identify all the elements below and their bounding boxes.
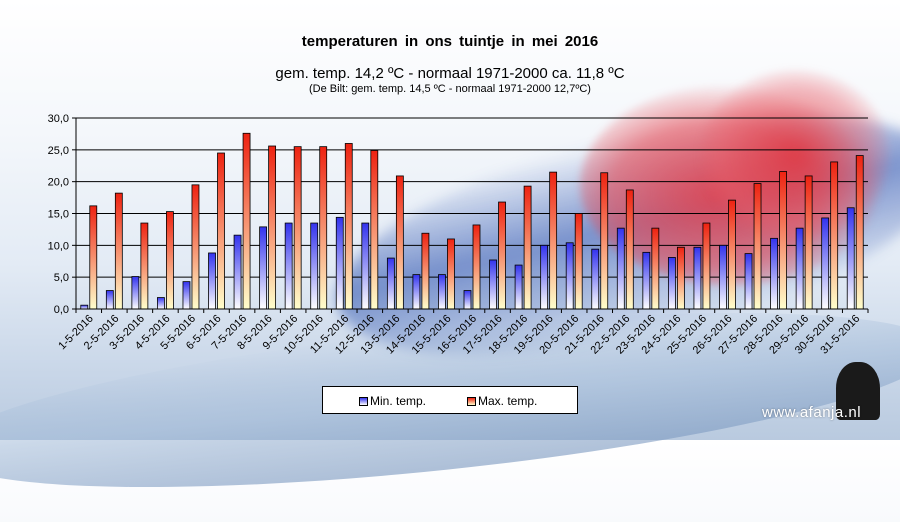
bar-min-temp [284,222,293,310]
temperature-bar-chart: 0,05,010,015,020,025,030,01-5-20162-5-20… [48,113,869,357]
bar-min-temp [795,227,804,310]
bar-max-temp [549,171,558,310]
bar-min-temp [770,237,778,310]
bar-min-temp [131,276,140,310]
chart-legend: Min. temp. Max. temp. [322,386,578,414]
bar-min-temp [182,281,191,310]
y-tick-label: 0,0 [54,304,69,316]
bar-min-temp [310,222,319,310]
legend-swatch-min [359,396,368,406]
bar-min-temp [208,252,216,310]
bar-max-temp [753,183,762,310]
bar-min-temp [514,264,523,310]
bar-max-temp [242,132,251,310]
bar-min-temp [233,234,242,310]
bar-max-temp [293,146,302,310]
bar-max-temp [319,146,328,310]
chart-title: temperaturen in ons tuintje in mei 2016 [301,33,599,50]
bar-min-temp [591,248,600,310]
bar-max-temp [600,172,609,310]
bar-max-temp [191,184,200,310]
bar-max-temp [217,152,225,310]
bar-min-temp [693,246,702,310]
legend-swatch-max [467,396,476,406]
y-tick-label: 25,0 [48,145,69,157]
bar-max-temp [89,205,98,310]
bar-min-temp [386,257,395,310]
bar-max-temp [447,238,455,310]
bar-max-temp [830,161,839,310]
bar-max-temp [574,213,583,310]
bar-min-temp [616,227,625,310]
legend-label-max: Max. temp. [478,394,538,408]
bar-max-temp [472,224,481,310]
y-tick-label: 30,0 [48,113,69,125]
chart-subtitle-debilt: (De Bilt: gem. temp. 14,5 ºC - normaal 1… [309,83,591,95]
bar-min-temp [489,259,497,310]
bar-max-temp [114,192,123,310]
bar-max-temp [498,201,506,310]
legend-item-min: Min. temp. [359,394,426,408]
watermark: www.afanja.nl [762,404,862,421]
bar-min-temp [846,207,855,310]
bar-min-temp [259,226,268,310]
y-tick-label: 15,0 [48,209,69,221]
y-tick-label: 10,0 [48,240,69,252]
chart-subtitle: gem. temp. 14,2 ºC - normaal 1971-2000 c… [275,65,625,82]
bar-min-temp [744,253,753,310]
bars [80,132,864,310]
y-tick-label: 20,0 [48,177,69,189]
bar-min-temp [412,274,421,310]
bar-min-temp [565,242,574,310]
bar-min-temp [821,217,830,310]
bar-min-temp [667,257,676,310]
person-silhouette-icon [836,362,880,420]
bar-min-temp [157,297,165,310]
bar-max-temp [702,222,711,310]
bar-max-temp [804,175,813,310]
bar-max-temp [728,199,736,310]
bar-min-temp [642,251,651,310]
bar-min-temp [335,216,344,310]
bar-min-temp [719,244,727,310]
bar-max-temp [140,222,149,310]
bar-min-temp [361,222,370,310]
bar-min-temp [105,290,114,310]
bar-max-temp [779,171,787,310]
bar-max-temp [370,150,379,310]
bar-min-temp [80,304,89,310]
bar-max-temp [421,232,430,310]
legend-label-min: Min. temp. [370,394,427,408]
bar-max-temp [166,211,174,310]
bar-max-temp [268,145,277,310]
bar-min-temp [540,244,549,310]
bar-max-temp [651,227,660,310]
bar-max-temp [344,143,353,310]
bar-max-temp [855,155,864,310]
y-tick-label: 5,0 [54,272,69,284]
bar-max-temp [523,185,532,310]
bar-min-temp [463,290,472,310]
bar-max-temp [676,246,685,310]
grid-lines [76,117,868,278]
bar-max-temp [395,175,404,310]
bar-min-temp [438,274,446,310]
legend-item-max: Max. temp. [467,394,537,408]
bar-max-temp [625,189,634,310]
